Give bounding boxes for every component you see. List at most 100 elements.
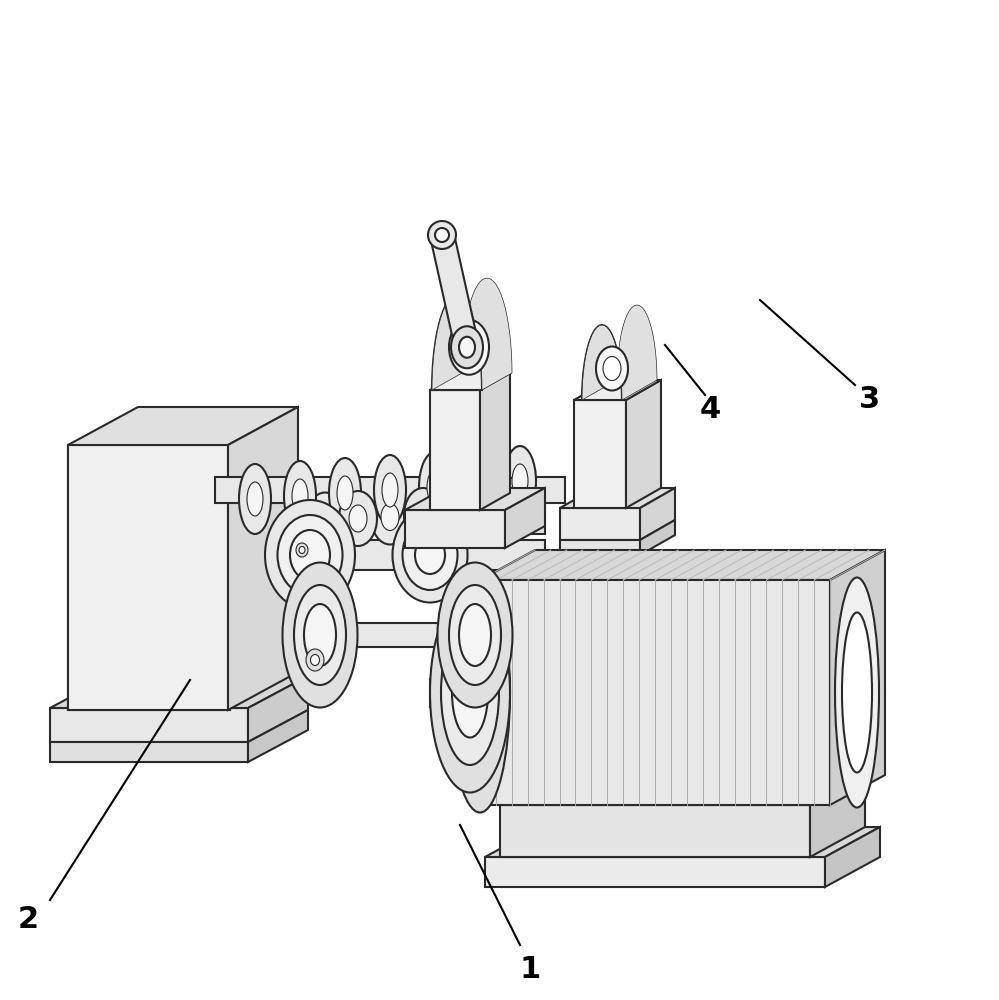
Ellipse shape: [428, 221, 456, 249]
Polygon shape: [432, 295, 482, 390]
Polygon shape: [574, 380, 661, 400]
Polygon shape: [480, 373, 510, 510]
Polygon shape: [310, 540, 545, 570]
Polygon shape: [574, 400, 626, 508]
Polygon shape: [432, 278, 512, 390]
Ellipse shape: [371, 489, 409, 544]
Ellipse shape: [382, 473, 398, 507]
Polygon shape: [640, 520, 675, 555]
Polygon shape: [248, 710, 308, 762]
Polygon shape: [810, 775, 865, 857]
Ellipse shape: [393, 508, 468, 602]
Ellipse shape: [470, 467, 486, 501]
Polygon shape: [560, 488, 675, 508]
Ellipse shape: [435, 228, 449, 242]
Ellipse shape: [349, 505, 367, 532]
Ellipse shape: [316, 506, 334, 534]
Ellipse shape: [451, 326, 483, 368]
Polygon shape: [430, 678, 480, 706]
Ellipse shape: [483, 499, 501, 526]
Ellipse shape: [311, 654, 320, 666]
Ellipse shape: [415, 536, 445, 574]
Ellipse shape: [306, 492, 344, 548]
Ellipse shape: [304, 604, 336, 666]
Ellipse shape: [414, 502, 432, 529]
Ellipse shape: [439, 487, 477, 542]
Ellipse shape: [462, 449, 494, 519]
Ellipse shape: [337, 476, 353, 510]
Ellipse shape: [329, 458, 361, 528]
Ellipse shape: [842, 612, 872, 772]
Polygon shape: [298, 529, 310, 581]
Ellipse shape: [381, 504, 399, 530]
Ellipse shape: [284, 461, 316, 531]
Polygon shape: [467, 478, 520, 502]
Polygon shape: [68, 407, 298, 445]
Ellipse shape: [596, 347, 628, 390]
Ellipse shape: [603, 357, 621, 380]
Ellipse shape: [459, 604, 491, 666]
Polygon shape: [228, 407, 298, 710]
Polygon shape: [50, 708, 248, 742]
Ellipse shape: [292, 479, 308, 513]
Ellipse shape: [473, 485, 511, 540]
Ellipse shape: [290, 530, 330, 580]
Ellipse shape: [512, 464, 528, 498]
Ellipse shape: [835, 578, 879, 808]
Ellipse shape: [441, 620, 499, 765]
Ellipse shape: [247, 482, 263, 516]
Ellipse shape: [466, 640, 494, 745]
Text: 4: 4: [699, 395, 720, 424]
Ellipse shape: [427, 470, 443, 504]
Text: 1: 1: [519, 956, 540, 984]
Polygon shape: [825, 827, 880, 887]
Ellipse shape: [339, 491, 377, 546]
Ellipse shape: [449, 585, 501, 685]
Polygon shape: [500, 775, 865, 805]
Ellipse shape: [457, 330, 482, 364]
Polygon shape: [430, 373, 510, 390]
Ellipse shape: [504, 446, 536, 516]
Polygon shape: [560, 540, 640, 555]
Polygon shape: [431, 232, 479, 350]
Polygon shape: [68, 445, 230, 710]
Polygon shape: [248, 676, 308, 742]
Text: 2: 2: [17, 906, 39, 934]
Polygon shape: [505, 488, 545, 548]
Polygon shape: [405, 488, 545, 510]
Polygon shape: [68, 445, 228, 710]
Polygon shape: [582, 325, 622, 400]
Polygon shape: [582, 305, 657, 400]
Ellipse shape: [452, 648, 488, 738]
Ellipse shape: [299, 546, 305, 554]
Polygon shape: [215, 477, 565, 503]
Ellipse shape: [294, 585, 346, 685]
Ellipse shape: [265, 500, 355, 610]
Ellipse shape: [404, 488, 442, 543]
Ellipse shape: [459, 337, 475, 358]
Ellipse shape: [296, 543, 308, 557]
Polygon shape: [485, 857, 825, 887]
Ellipse shape: [403, 520, 458, 590]
Ellipse shape: [239, 464, 271, 534]
Polygon shape: [405, 510, 505, 548]
Polygon shape: [830, 550, 885, 805]
Polygon shape: [298, 506, 545, 534]
Ellipse shape: [450, 572, 510, 812]
Ellipse shape: [438, 562, 512, 708]
Ellipse shape: [278, 515, 343, 595]
Polygon shape: [480, 580, 830, 805]
Ellipse shape: [374, 455, 406, 525]
Polygon shape: [500, 805, 810, 857]
Ellipse shape: [449, 500, 467, 528]
Polygon shape: [50, 676, 308, 708]
Ellipse shape: [449, 320, 489, 375]
Ellipse shape: [306, 649, 324, 671]
Polygon shape: [50, 742, 248, 762]
Polygon shape: [640, 488, 675, 540]
Ellipse shape: [430, 592, 510, 792]
Polygon shape: [430, 390, 480, 510]
Polygon shape: [626, 380, 661, 508]
Ellipse shape: [419, 452, 451, 522]
Polygon shape: [485, 827, 880, 857]
